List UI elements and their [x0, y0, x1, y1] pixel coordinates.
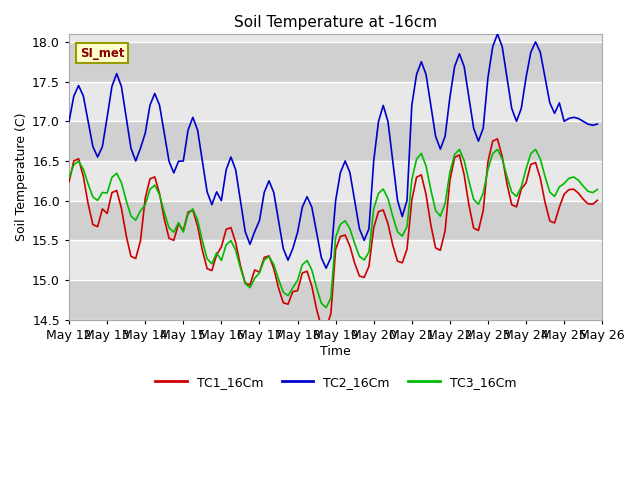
Y-axis label: Soil Temperature (C): Soil Temperature (C)	[15, 113, 28, 241]
Title: Soil Temperature at -16cm: Soil Temperature at -16cm	[234, 15, 437, 30]
Bar	[69, 201, 602, 240]
Bar	[69, 161, 602, 201]
Bar	[69, 121, 602, 161]
Legend: TC1_16Cm, TC2_16Cm, TC3_16Cm: TC1_16Cm, TC2_16Cm, TC3_16Cm	[150, 371, 521, 394]
Bar	[69, 82, 602, 121]
Bar	[69, 240, 602, 280]
Bar	[69, 280, 602, 320]
X-axis label: Time: Time	[320, 345, 351, 358]
Bar	[69, 42, 602, 82]
Text: SI_met: SI_met	[80, 47, 124, 60]
